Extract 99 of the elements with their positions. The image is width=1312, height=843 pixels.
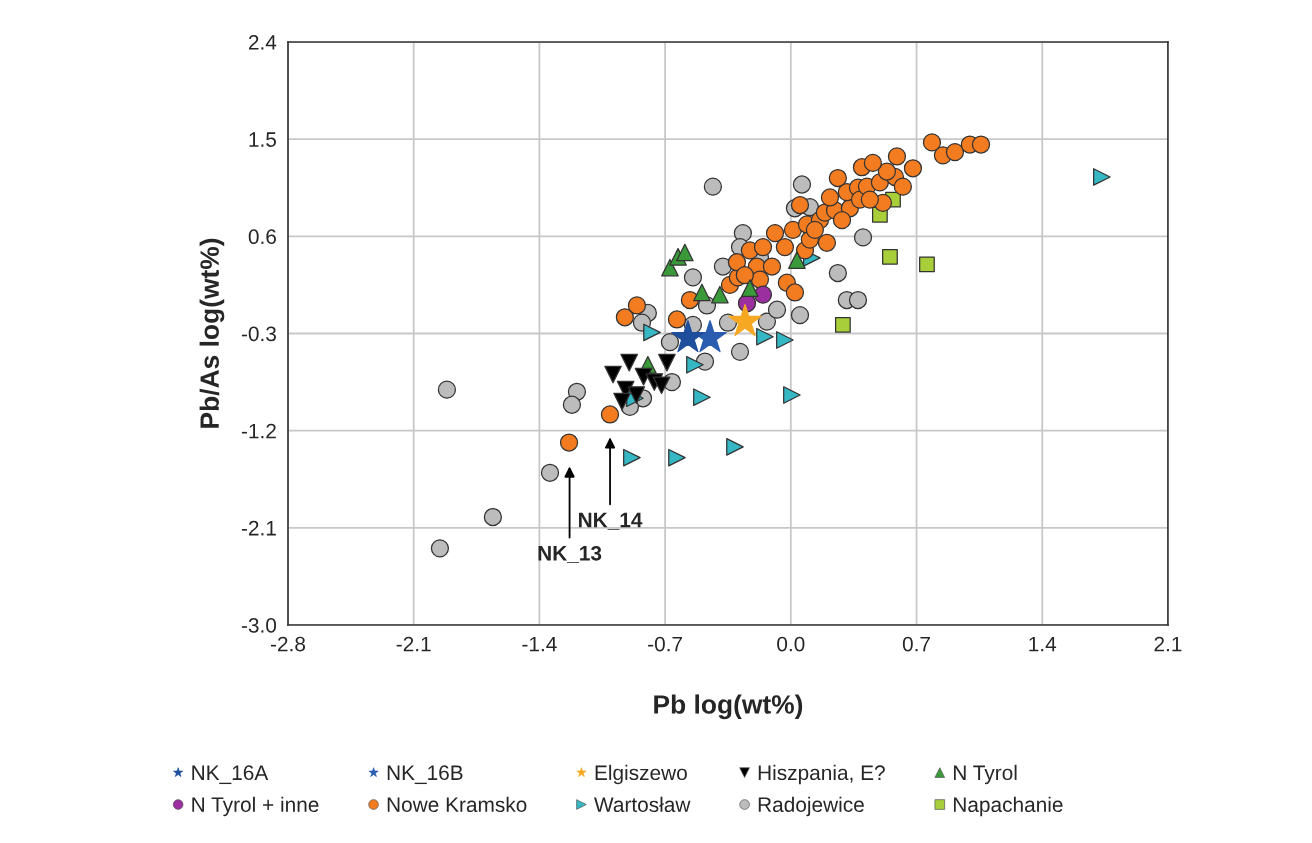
y-tick-label: -0.3 [241, 326, 276, 342]
point [658, 353, 676, 372]
point [627, 296, 647, 315]
point [757, 312, 777, 331]
point [741, 279, 759, 297]
legend-label: Hiszpania, E? [758, 764, 885, 785]
point [600, 405, 620, 424]
x-tick-label: -2.1 [396, 636, 431, 652]
point [790, 195, 810, 215]
point [483, 507, 503, 527]
x-axis-title: Pb log(wt%) [654, 694, 803, 720]
point [562, 395, 582, 414]
point [703, 177, 723, 196]
point [613, 392, 631, 411]
point [877, 162, 897, 181]
point [643, 323, 661, 342]
y-tick-label: 2.4 [248, 34, 277, 50]
legend-label: Elgiszewo [595, 764, 687, 785]
point [893, 177, 913, 196]
legend-label: Nowe Kramsko [387, 796, 527, 813]
point [853, 228, 873, 247]
point [790, 306, 810, 325]
point [817, 233, 837, 252]
point [762, 257, 782, 276]
point [828, 263, 847, 283]
point [730, 342, 750, 361]
point [559, 433, 579, 452]
point [919, 256, 935, 273]
legend-label: Napachanie [953, 796, 1063, 817]
point [887, 147, 907, 166]
legend-label: NK_16B [387, 765, 463, 785]
point [667, 310, 687, 329]
point [620, 353, 639, 372]
x-tick-label: 0.7 [902, 636, 930, 652]
point [726, 438, 744, 456]
point [686, 355, 704, 374]
point [540, 463, 560, 482]
point [693, 283, 711, 302]
point [834, 316, 851, 333]
point [693, 388, 711, 407]
point [615, 308, 635, 327]
point [753, 237, 773, 257]
point [776, 331, 794, 349]
point [767, 300, 787, 319]
y-axis-title: Pb/As log(wt%) [199, 238, 225, 428]
y-tick-label: 0.6 [248, 229, 276, 245]
point [1093, 168, 1111, 186]
point [756, 327, 774, 346]
x-tick-label: -0.7 [648, 636, 683, 652]
point [660, 332, 680, 352]
legend-label: N Tyrol + inne [192, 796, 319, 817]
point [785, 283, 805, 302]
point [437, 380, 457, 399]
y-tick-label: -1.2 [241, 423, 276, 439]
point [792, 175, 812, 194]
point [623, 448, 641, 467]
annotation: NK_13 [538, 545, 602, 563]
point [711, 285, 729, 304]
point [668, 448, 686, 467]
y-tick-label: -3.0 [241, 618, 277, 633]
legend-label: NK_16A [192, 765, 269, 785]
point [727, 253, 747, 272]
legend-label: Radojewice [758, 796, 864, 817]
point [788, 251, 806, 269]
point [676, 243, 694, 262]
point [805, 220, 825, 239]
point [683, 268, 703, 287]
point [652, 376, 671, 395]
point [765, 223, 785, 243]
point [728, 303, 762, 337]
point [832, 210, 852, 230]
point [627, 386, 646, 404]
point [783, 220, 803, 239]
y-tick-label: 1.5 [249, 132, 276, 147]
point [863, 153, 883, 173]
point [860, 190, 879, 209]
point [735, 266, 754, 285]
point [848, 290, 868, 310]
point [903, 159, 923, 178]
x-tick-label: 0.0 [777, 636, 805, 652]
x-tick-label: 1.4 [1029, 636, 1057, 652]
point [882, 248, 898, 265]
x-tick-label: -1.4 [522, 636, 557, 652]
x-tick-label: -2.8 [270, 636, 306, 652]
point [971, 135, 991, 154]
y-tick-label: -2.1 [241, 520, 276, 536]
point [945, 142, 965, 162]
point [783, 386, 801, 404]
point [922, 133, 942, 152]
point [775, 237, 795, 257]
point [671, 320, 705, 353]
point [430, 539, 450, 558]
point [828, 168, 847, 188]
x-tick-label: 2.1 [1154, 636, 1182, 652]
point [820, 188, 840, 207]
point [604, 365, 622, 384]
legend-label: Wartosław [594, 796, 691, 813]
legend-label: N Tyrol [953, 764, 1017, 785]
annotation: NK_14 [579, 512, 643, 530]
